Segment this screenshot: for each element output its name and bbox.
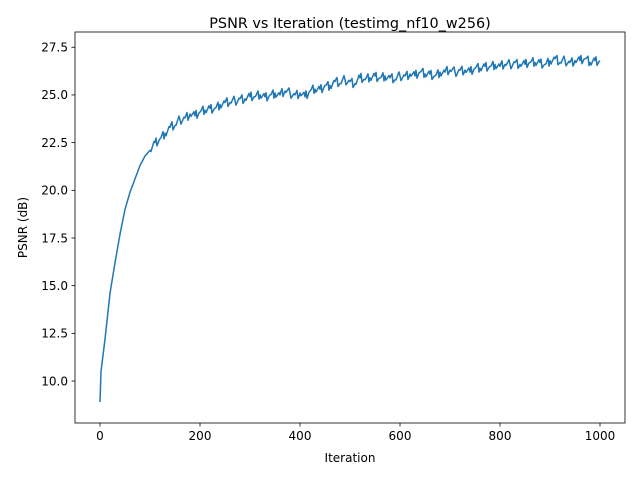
x-tick-label: 600 [389,429,412,443]
y-tick-label: 27.5 [41,41,68,55]
x-tick-label: 1000 [585,429,616,443]
plot-area [99,54,601,403]
y-axis: 10.0 12.5 15.0 17.5 20.0 22.5 25.0 27.5 [41,41,75,388]
y-tick-label: 25.0 [41,88,68,102]
x-tick-label: 200 [189,429,212,443]
psnr-series-line [99,54,601,403]
axes-frame [74,31,626,424]
x-axis: 0 200 400 600 800 1000 [96,423,615,443]
y-tick-label: 10.0 [41,374,68,388]
x-axis-label: Iteration [325,451,376,465]
y-tick-label: 22.5 [41,136,68,150]
y-tick-label: 20.0 [41,184,68,198]
chart-title: PSNR vs Iteration (testimg_nf10_w256) [209,16,491,32]
y-tick-label: 12.5 [41,327,68,341]
x-tick-label: 0 [96,429,104,443]
y-tick-label: 15.0 [41,279,68,293]
x-tick-label: 400 [289,429,312,443]
y-axis-label: PSNR (dB) [16,197,30,258]
x-tick-label: 800 [489,429,512,443]
y-tick-label: 17.5 [41,231,68,245]
